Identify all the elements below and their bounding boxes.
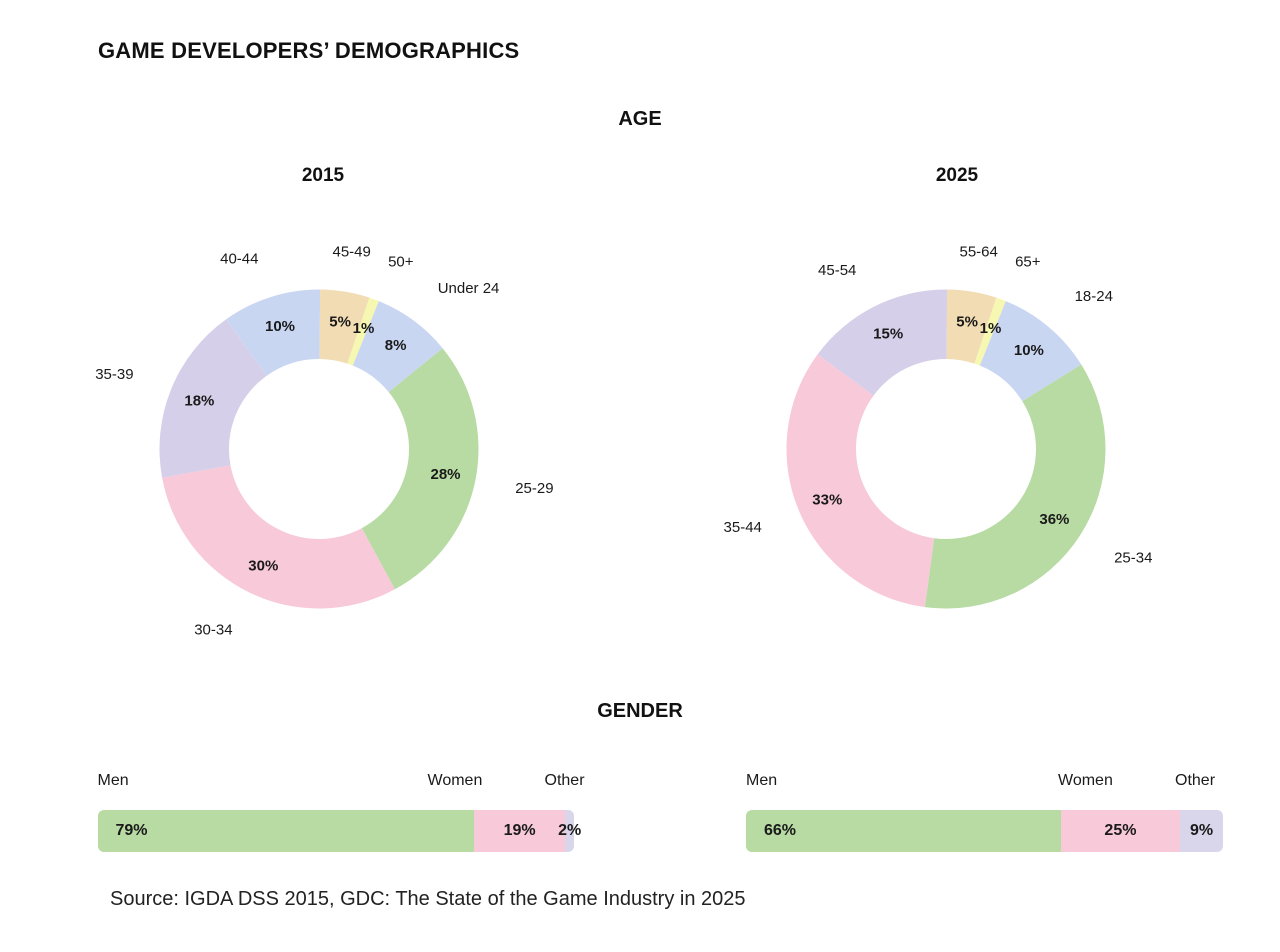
svg-text:35-44: 35-44 [724, 519, 762, 536]
svg-text:30%: 30% [248, 557, 278, 574]
svg-text:10%: 10% [264, 318, 294, 335]
svg-text:18-24: 18-24 [1075, 287, 1113, 304]
svg-text:65+: 65+ [1015, 253, 1041, 270]
svg-text:5%: 5% [956, 313, 978, 330]
svg-text:33%: 33% [812, 491, 842, 508]
svg-text:55-64: 55-64 [960, 243, 998, 260]
svg-text:8%: 8% [384, 337, 406, 354]
svg-text:50+: 50+ [388, 253, 414, 270]
svg-text:Under 24: Under 24 [437, 280, 499, 297]
svg-text:25-34: 25-34 [1114, 549, 1152, 566]
svg-text:45-54: 45-54 [818, 262, 856, 279]
svg-text:25-29: 25-29 [515, 479, 553, 496]
svg-text:36%: 36% [1039, 510, 1069, 527]
svg-text:1%: 1% [980, 319, 1002, 336]
svg-text:5%: 5% [329, 313, 351, 330]
svg-text:45-49: 45-49 [332, 243, 370, 260]
svg-text:30-34: 30-34 [194, 621, 232, 638]
svg-text:18%: 18% [184, 392, 214, 409]
svg-text:40-44: 40-44 [220, 250, 258, 267]
svg-text:28%: 28% [430, 466, 460, 483]
svg-text:15%: 15% [873, 325, 903, 342]
svg-text:35-39: 35-39 [95, 366, 133, 383]
svg-text:1%: 1% [352, 319, 374, 336]
svg-text:10%: 10% [1014, 342, 1044, 359]
